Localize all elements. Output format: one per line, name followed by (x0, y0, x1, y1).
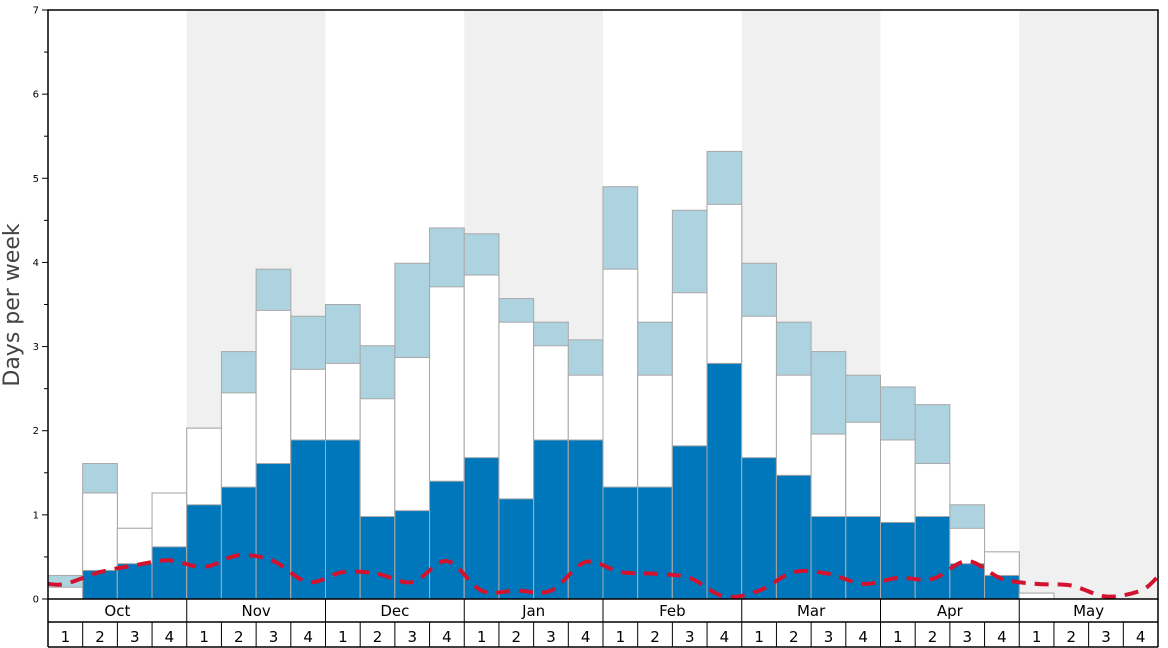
week-label-26: 3 (962, 628, 972, 646)
bar-base-4 (186, 504, 222, 600)
month-label-oct: Oct (104, 602, 130, 620)
y-tick-label-4: 4 (33, 258, 39, 269)
month-label-apr: Apr (937, 602, 964, 620)
week-label-21: 2 (789, 628, 799, 646)
week-label-0: 1 (61, 628, 71, 646)
y-tick-label-2: 2 (33, 426, 39, 437)
bar-base-3 (151, 546, 188, 600)
bar-base-13 (498, 498, 535, 600)
y-tick-label-7: 7 (33, 6, 39, 17)
month-band-may (1019, 10, 1158, 599)
y-tick-label-6: 6 (33, 90, 39, 101)
bar-base-15 (567, 439, 604, 600)
bar-base-5 (220, 486, 257, 600)
week-label-14: 3 (546, 628, 556, 646)
week-label-25: 2 (928, 628, 938, 646)
bar-base-6 (255, 463, 292, 600)
week-label-6: 3 (269, 628, 279, 646)
bar-base-11 (429, 480, 465, 600)
bar-base-24 (880, 521, 916, 600)
month-label-jan: Jan (521, 602, 545, 620)
week-label-20: 1 (754, 628, 764, 646)
week-label-8: 1 (338, 628, 348, 646)
bar-base-8 (325, 439, 361, 600)
week-label-24: 1 (893, 628, 903, 646)
bar-base-26 (949, 563, 986, 600)
week-label-10: 3 (407, 628, 417, 646)
week-label-22: 3 (824, 628, 834, 646)
week-label-13: 2 (512, 628, 522, 646)
week-label-29: 2 (1067, 628, 1077, 646)
week-label-31: 4 (1136, 628, 1146, 646)
bar-base-25 (914, 516, 951, 600)
week-label-15: 4 (581, 628, 591, 646)
week-label-1: 2 (95, 628, 105, 646)
bar-base-1 (82, 569, 118, 600)
week-label-19: 4 (720, 628, 730, 646)
bar-middle-0 (47, 586, 84, 600)
bar-base-19 (706, 362, 743, 600)
bar-base-7 (290, 439, 326, 600)
x-axis-labels: Oct Nov Dec Jan Feb Mar Apr May 1 2 3 4 1 2 3 4 1 2 3 4 1 2 3 4… (47, 599, 1159, 648)
month-label-dec: Dec (380, 602, 409, 620)
week-label-12: 1 (477, 628, 487, 646)
y-tick-label-5: 5 (33, 174, 39, 185)
bar-base-20 (741, 457, 777, 600)
week-label-27: 4 (997, 628, 1007, 646)
week-label-7: 4 (303, 628, 313, 646)
y-tick-label-0: 0 (33, 595, 39, 606)
bar-base-12 (463, 457, 500, 600)
week-label-11: 4 (442, 628, 452, 646)
bar-base-9 (359, 516, 396, 600)
week-label-4: 1 (199, 628, 209, 646)
bar-base-21 (775, 474, 812, 600)
week-label-28: 1 (1032, 628, 1042, 646)
bar-base-23 (845, 516, 881, 600)
month-label-may: May (1073, 602, 1104, 620)
bar-base-10 (394, 510, 431, 600)
week-label-17: 2 (650, 628, 660, 646)
week-label-30: 3 (1101, 628, 1111, 646)
week-label-16: 1 (616, 628, 626, 646)
week-label-3: 4 (165, 628, 175, 646)
month-label-mar: Mar (797, 602, 826, 620)
bar-base-16 (602, 486, 639, 600)
bar-middle-28 (1018, 592, 1055, 600)
bar-base-17 (637, 486, 673, 600)
month-label-nov: Nov (241, 602, 270, 620)
week-label-9: 2 (373, 628, 383, 646)
month-label-feb: Feb (659, 602, 686, 620)
week-label-18: 3 (685, 628, 695, 646)
dashed-series (47, 553, 1160, 600)
week-label-23: 4 (858, 628, 868, 646)
bar-base-14 (533, 439, 569, 600)
dashed-line (47, 553, 1160, 600)
y-tick-label-1: 1 (33, 510, 39, 521)
bar-base-2 (116, 563, 153, 600)
week-label-5: 2 (234, 628, 244, 646)
y-axis-title: Days per week (0, 223, 25, 386)
week-label-2: 3 (130, 628, 140, 646)
y-tick-label-3: 3 (33, 342, 39, 353)
bar-base-22 (810, 516, 847, 600)
